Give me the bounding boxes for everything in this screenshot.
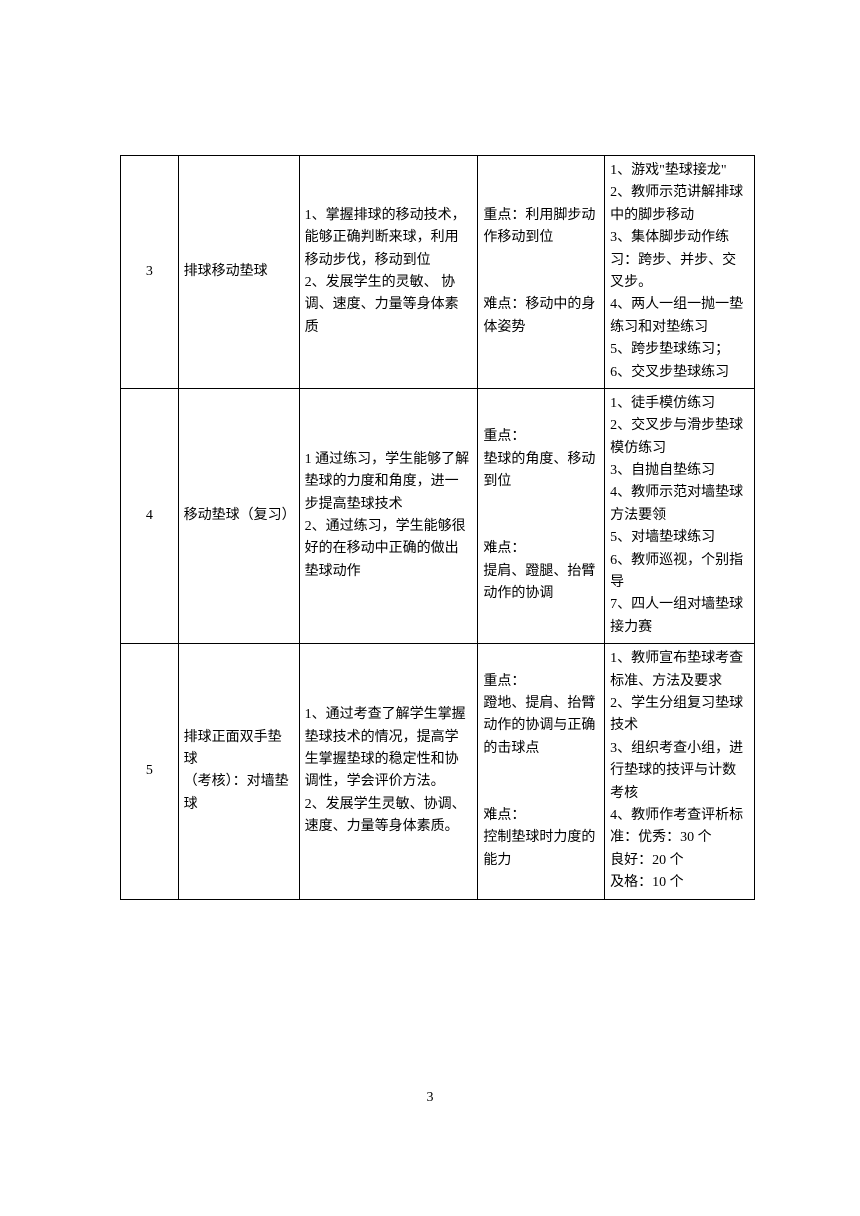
cell-lesson-title: 排球正面双手垫球（考核）：对墙垫球 — [178, 644, 299, 899]
cell-lesson-number: 3 — [121, 156, 179, 389]
cell-lesson-methods: 1、游戏"垫球接龙"2、教师示范讲解排球中的脚步移动3、集体脚步动作练习：跨步、… — [605, 156, 755, 389]
cell-lesson-goals: 1、掌握排球的移动技术，能够正确判断来球，利用移动步伐，移动到位2、发展学生的灵… — [299, 156, 478, 389]
cell-lesson-focus: 重点：垫球的角度、移动到位难点：提肩、蹬腿、抬臂动作的协调 — [478, 388, 605, 643]
cell-lesson-focus: 重点：利用脚步动作移动到位难点：移动中的身体姿势 — [478, 156, 605, 389]
table-row: 3 排球移动垫球 1、掌握排球的移动技术，能够正确判断来球，利用移动步伐，移动到… — [121, 156, 755, 389]
table-row: 4 移动垫球（复习） 1 通过练习，学生能够了解垫球的力度和角度，进一步提高垫球… — [121, 388, 755, 643]
lesson-plan-table: 3 排球移动垫球 1、掌握排球的移动技术，能够正确判断来球，利用移动步伐，移动到… — [120, 155, 755, 900]
page-number: 3 — [0, 1090, 860, 1106]
cell-lesson-number: 4 — [121, 388, 179, 643]
cell-lesson-goals: 1、通过考查了解学生掌握垫球技术的情况，提高学生掌握垫球的稳定性和协调性，学会评… — [299, 644, 478, 899]
cell-lesson-number: 5 — [121, 644, 179, 899]
cell-lesson-title: 排球移动垫球 — [178, 156, 299, 389]
cell-lesson-title: 移动垫球（复习） — [178, 388, 299, 643]
cell-lesson-methods: 1、徒手模仿练习2、交叉步与滑步垫球模仿练习3、自抛自垫练习4、教师示范对墙垫球… — [605, 388, 755, 643]
table-body: 3 排球移动垫球 1、掌握排球的移动技术，能够正确判断来球，利用移动步伐，移动到… — [121, 156, 755, 900]
cell-lesson-goals: 1 通过练习，学生能够了解垫球的力度和角度，进一步提高垫球技术2、通过练习，学生… — [299, 388, 478, 643]
cell-lesson-methods: 1、教师宣布垫球考查标准、方法及要求2、学生分组复习垫球技术3、组织考查小组，进… — [605, 644, 755, 899]
document-page: 3 排球移动垫球 1、掌握排球的移动技术，能够正确判断来球，利用移动步伐，移动到… — [0, 0, 860, 900]
cell-lesson-focus: 重点：蹬地、提肩、抬臂动作的协调与正确的击球点难点：控制垫球时力度的能力 — [478, 644, 605, 899]
table-row: 5 排球正面双手垫球（考核）：对墙垫球 1、通过考查了解学生掌握垫球技术的情况，… — [121, 644, 755, 899]
